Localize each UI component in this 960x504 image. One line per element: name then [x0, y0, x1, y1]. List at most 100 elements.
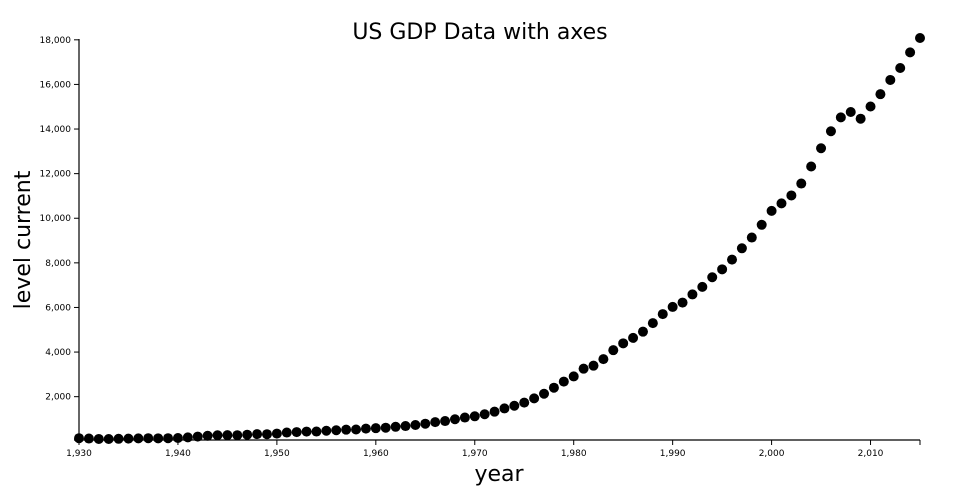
- data-point: [905, 47, 916, 58]
- data-point: [697, 281, 708, 292]
- data-point: [796, 178, 807, 189]
- data-point: [509, 400, 520, 411]
- x-tick-label: 1,940: [165, 449, 191, 459]
- data-point: [143, 433, 154, 444]
- data-point: [578, 363, 589, 374]
- data-point: [677, 297, 688, 308]
- chart-title: US GDP Data with axes: [352, 20, 607, 45]
- data-point: [182, 432, 193, 443]
- data-point: [588, 360, 599, 371]
- y-tick-label: 14,000: [40, 125, 72, 135]
- data-point: [816, 143, 827, 154]
- data-point: [93, 433, 104, 444]
- x-tick-label: 1,960: [363, 449, 389, 459]
- data-point: [618, 338, 629, 349]
- data-point: [647, 318, 658, 329]
- data-point: [380, 422, 391, 433]
- data-point: [192, 431, 203, 442]
- data-point: [291, 427, 302, 438]
- data-point: [835, 112, 846, 123]
- y-axis-label: level current: [11, 170, 36, 309]
- y-tick-label: 12,000: [40, 170, 72, 180]
- data-point: [271, 428, 282, 439]
- data-point: [568, 371, 579, 382]
- data-point: [390, 421, 401, 432]
- x-tick-label: 1,930: [66, 449, 92, 459]
- data-point: [855, 113, 866, 124]
- data-point: [113, 433, 124, 444]
- x-tick-label: 1,950: [264, 449, 290, 459]
- data-point: [261, 429, 272, 440]
- data-point: [430, 417, 441, 428]
- data-point: [746, 232, 757, 243]
- data-point: [449, 414, 460, 425]
- data-point: [736, 243, 747, 254]
- data-point: [311, 426, 322, 437]
- data-point: [628, 332, 639, 343]
- data-point: [608, 345, 619, 356]
- y-tick-label: 8,000: [45, 259, 71, 269]
- y-tick-label: 16,000: [40, 80, 72, 90]
- data-point: [103, 434, 114, 444]
- data-point: [172, 432, 183, 443]
- data-point: [133, 433, 144, 444]
- data-point: [667, 301, 678, 312]
- data-point: [845, 107, 856, 118]
- y-tick-label: 2,000: [45, 393, 71, 403]
- y-tick-label: 6,000: [45, 303, 71, 313]
- y-tick-label: 4,000: [45, 348, 71, 358]
- data-point: [440, 416, 451, 427]
- data-point: [885, 74, 896, 85]
- data-point: [489, 406, 500, 417]
- x-tick-label: 2,000: [759, 449, 785, 459]
- data-point: [499, 403, 510, 414]
- data-point: [727, 254, 738, 265]
- x-tick-label: 1,980: [561, 449, 587, 459]
- data-point: [400, 421, 411, 432]
- data-point: [459, 412, 470, 423]
- data-point: [776, 198, 787, 209]
- data-point: [74, 433, 84, 444]
- x-axis-label: year: [474, 462, 524, 487]
- y-tick-label: 18,000: [40, 36, 72, 46]
- x-tick-label: 1,970: [462, 449, 488, 459]
- data-point: [479, 409, 490, 420]
- data-point: [548, 382, 559, 393]
- data-point: [806, 161, 817, 172]
- data-point: [83, 433, 94, 444]
- x-tick-label: 1,990: [660, 449, 686, 459]
- data-point: [786, 190, 797, 201]
- data-point: [875, 89, 886, 100]
- data-point: [360, 423, 371, 434]
- data-point: [242, 429, 253, 440]
- data-point: [657, 309, 668, 320]
- data-point: [707, 272, 718, 283]
- data-point: [539, 388, 550, 399]
- data-point: [301, 426, 312, 437]
- data-point: [766, 205, 777, 216]
- data-point: [895, 63, 906, 74]
- data-point: [153, 433, 164, 444]
- data-point: [232, 430, 243, 441]
- data-point: [756, 219, 767, 230]
- data-point: [321, 425, 332, 436]
- data-point: [519, 397, 530, 408]
- data-point: [410, 419, 421, 430]
- axes: 1,930 1,940 1,950 1,960 1,970 1,980 1,990 2,000…: [40, 36, 921, 459]
- y-tick-label: 10,000: [40, 214, 72, 224]
- data-point: [598, 354, 609, 365]
- data-point: [717, 264, 728, 275]
- data-point: [558, 376, 569, 387]
- data-point: [222, 430, 233, 441]
- data-point: [825, 126, 836, 137]
- x-tick-label: 2,010: [858, 449, 884, 459]
- data-point: [529, 393, 540, 404]
- data-point: [341, 424, 352, 435]
- data-points: [74, 33, 925, 444]
- data-point: [212, 430, 223, 441]
- data-point: [469, 411, 480, 422]
- data-point: [252, 429, 263, 440]
- data-point: [370, 423, 381, 434]
- data-point: [123, 433, 134, 444]
